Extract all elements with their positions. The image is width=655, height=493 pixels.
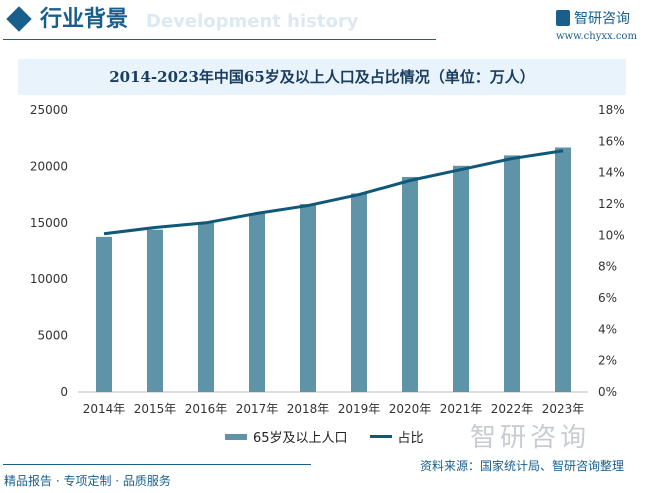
footer-source: 资料来源：国家统计局、智研咨询整理: [420, 459, 625, 473]
bar-population: [453, 165, 469, 392]
brand-logo: 智研咨询: [556, 8, 630, 28]
x-axis-tick: 2019年: [338, 402, 381, 416]
x-axis-tick: 2020年: [389, 402, 432, 416]
right-axis-tick: 0%: [598, 385, 617, 399]
watermark: 智研咨询: [470, 423, 591, 453]
bar-population: [300, 204, 316, 392]
left-axis-tick: 15000: [30, 216, 68, 230]
right-axis-tick: 4%: [598, 322, 617, 336]
header-subtitle: Development history: [146, 11, 359, 32]
header-title: 行业背景: [40, 7, 129, 32]
bar-population: [555, 147, 571, 392]
right-axis-tick: 14%: [598, 166, 625, 180]
legend-label-ratio: 占比: [397, 431, 424, 446]
bar-population: [96, 236, 112, 392]
left-axis-tick: 5000: [37, 329, 68, 343]
footer-slogan: 精品报告 · 专项定制 · 品质服务: [4, 474, 171, 488]
right-axis-tick: 16%: [598, 134, 625, 148]
x-axis-tick: 2021年: [440, 402, 483, 416]
legend: 65岁及以上人口 占比: [225, 427, 424, 446]
left-axis-tick: 10000: [30, 272, 68, 286]
x-axis-tick: 2022年: [491, 402, 534, 416]
bar-population: [147, 229, 163, 392]
legend-swatch-line: [369, 435, 392, 438]
left-axis-tick: 20000: [30, 159, 68, 173]
right-axis-tick: 6%: [598, 291, 617, 305]
title-background: [18, 59, 626, 95]
brand-name: 智研咨询: [574, 11, 630, 27]
left-axis-tick: 0: [60, 385, 68, 399]
bar-population: [504, 155, 520, 392]
bar-population: [351, 193, 367, 392]
right-axis-tick: 8%: [598, 260, 617, 274]
brand-logo-icon: [556, 10, 570, 26]
bar-population: [198, 222, 214, 392]
right-axis-tick: 10%: [598, 228, 625, 242]
brand-url: www.chyxx.com: [556, 31, 637, 42]
x-axis-tick: 2015年: [134, 402, 177, 416]
x-axis-tick: 2014年: [83, 402, 126, 416]
chart-title: 2014-2023年中国65岁及以上人口及占比情况（单位：万人）: [109, 68, 535, 86]
x-axis-tick: 2023年: [542, 402, 585, 416]
bar-population: [249, 213, 265, 392]
right-axis-tick: 12%: [598, 197, 625, 211]
footer-divider: [3, 464, 311, 465]
right-axis-tick: 2%: [598, 354, 617, 368]
line-ratio: [103, 149, 564, 236]
x-axis-tick: 2016年: [185, 402, 228, 416]
x-axis-tick: 2018年: [287, 402, 330, 416]
left-axis-tick: 25000: [30, 103, 68, 117]
header-divider: [3, 39, 436, 40]
right-axis-tick: 18%: [598, 103, 625, 117]
legend-swatch-bar: [225, 433, 247, 440]
legend-label-population: 65岁及以上人口: [253, 431, 348, 446]
x-axis-tick: 2017年: [236, 402, 279, 416]
bar-population: [402, 176, 418, 392]
